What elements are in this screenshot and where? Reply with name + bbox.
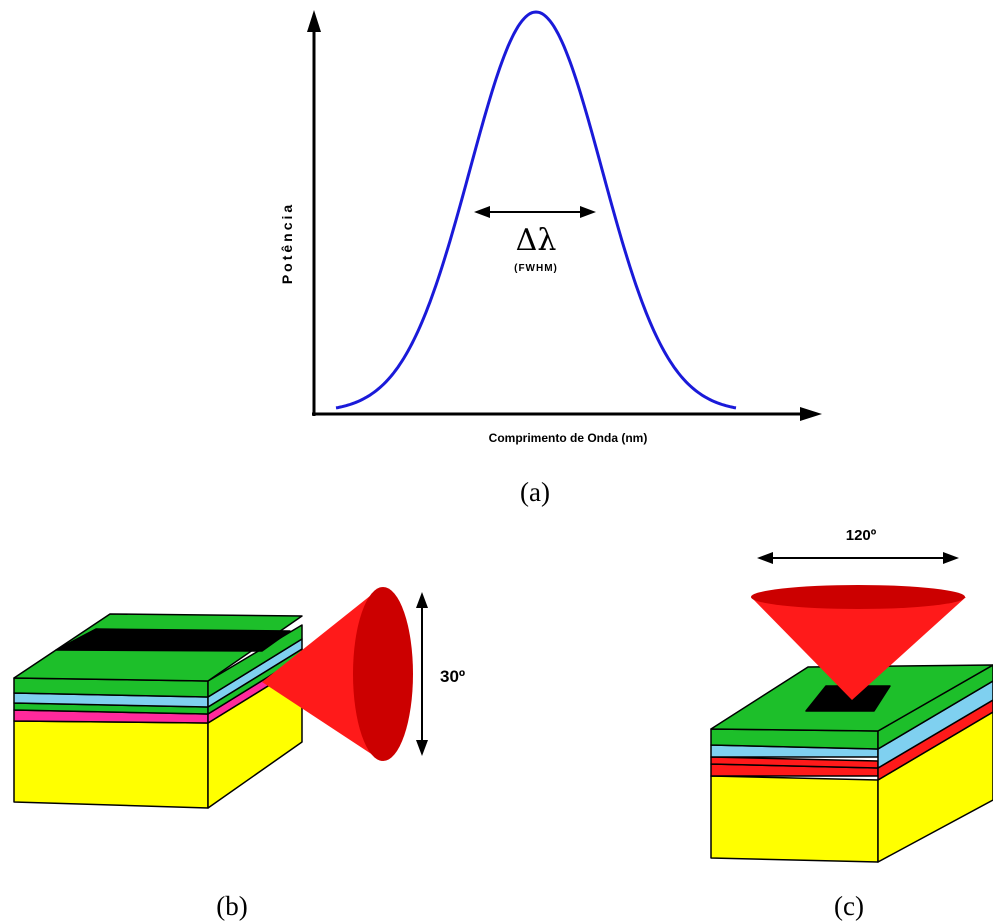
contact-pad <box>805 685 891 712</box>
fwhm-arrowhead-right <box>580 206 596 218</box>
beam-cone-face <box>353 587 413 761</box>
beam-cone <box>262 588 382 761</box>
fwhm-arrowhead-left <box>474 206 490 218</box>
contact-stripe <box>55 628 291 652</box>
top-layer-front <box>710 728 879 750</box>
beam-cone-rim <box>751 585 965 609</box>
beam-cone <box>751 597 966 700</box>
spectrum-curve <box>335 10 737 410</box>
panel-b <box>13 587 413 809</box>
angle-arrow-b <box>416 592 428 756</box>
x-axis-label: Comprimento de Onda (nm) <box>489 431 648 445</box>
panel-a: Δλ (FWHM) Potência Comprimento de Onda (… <box>279 10 822 507</box>
substrate-front <box>13 720 209 809</box>
x-axis-arrowhead <box>800 407 822 421</box>
angle-label-b: 30º <box>440 667 465 686</box>
fwhm-label: (FWHM) <box>514 263 558 274</box>
caption-c: (c) <box>834 891 864 921</box>
substrate-front <box>710 775 879 863</box>
angle-label-c: 120º <box>846 527 877 544</box>
angle-arrow-c <box>757 552 959 564</box>
y-axis-label: Potência <box>279 202 295 284</box>
y-axis-arrowhead <box>307 10 321 32</box>
caption-b: (b) <box>216 891 247 921</box>
panel-c <box>710 585 993 863</box>
fwhm-symbol: Δλ <box>516 223 557 258</box>
caption-a: (a) <box>520 477 550 507</box>
